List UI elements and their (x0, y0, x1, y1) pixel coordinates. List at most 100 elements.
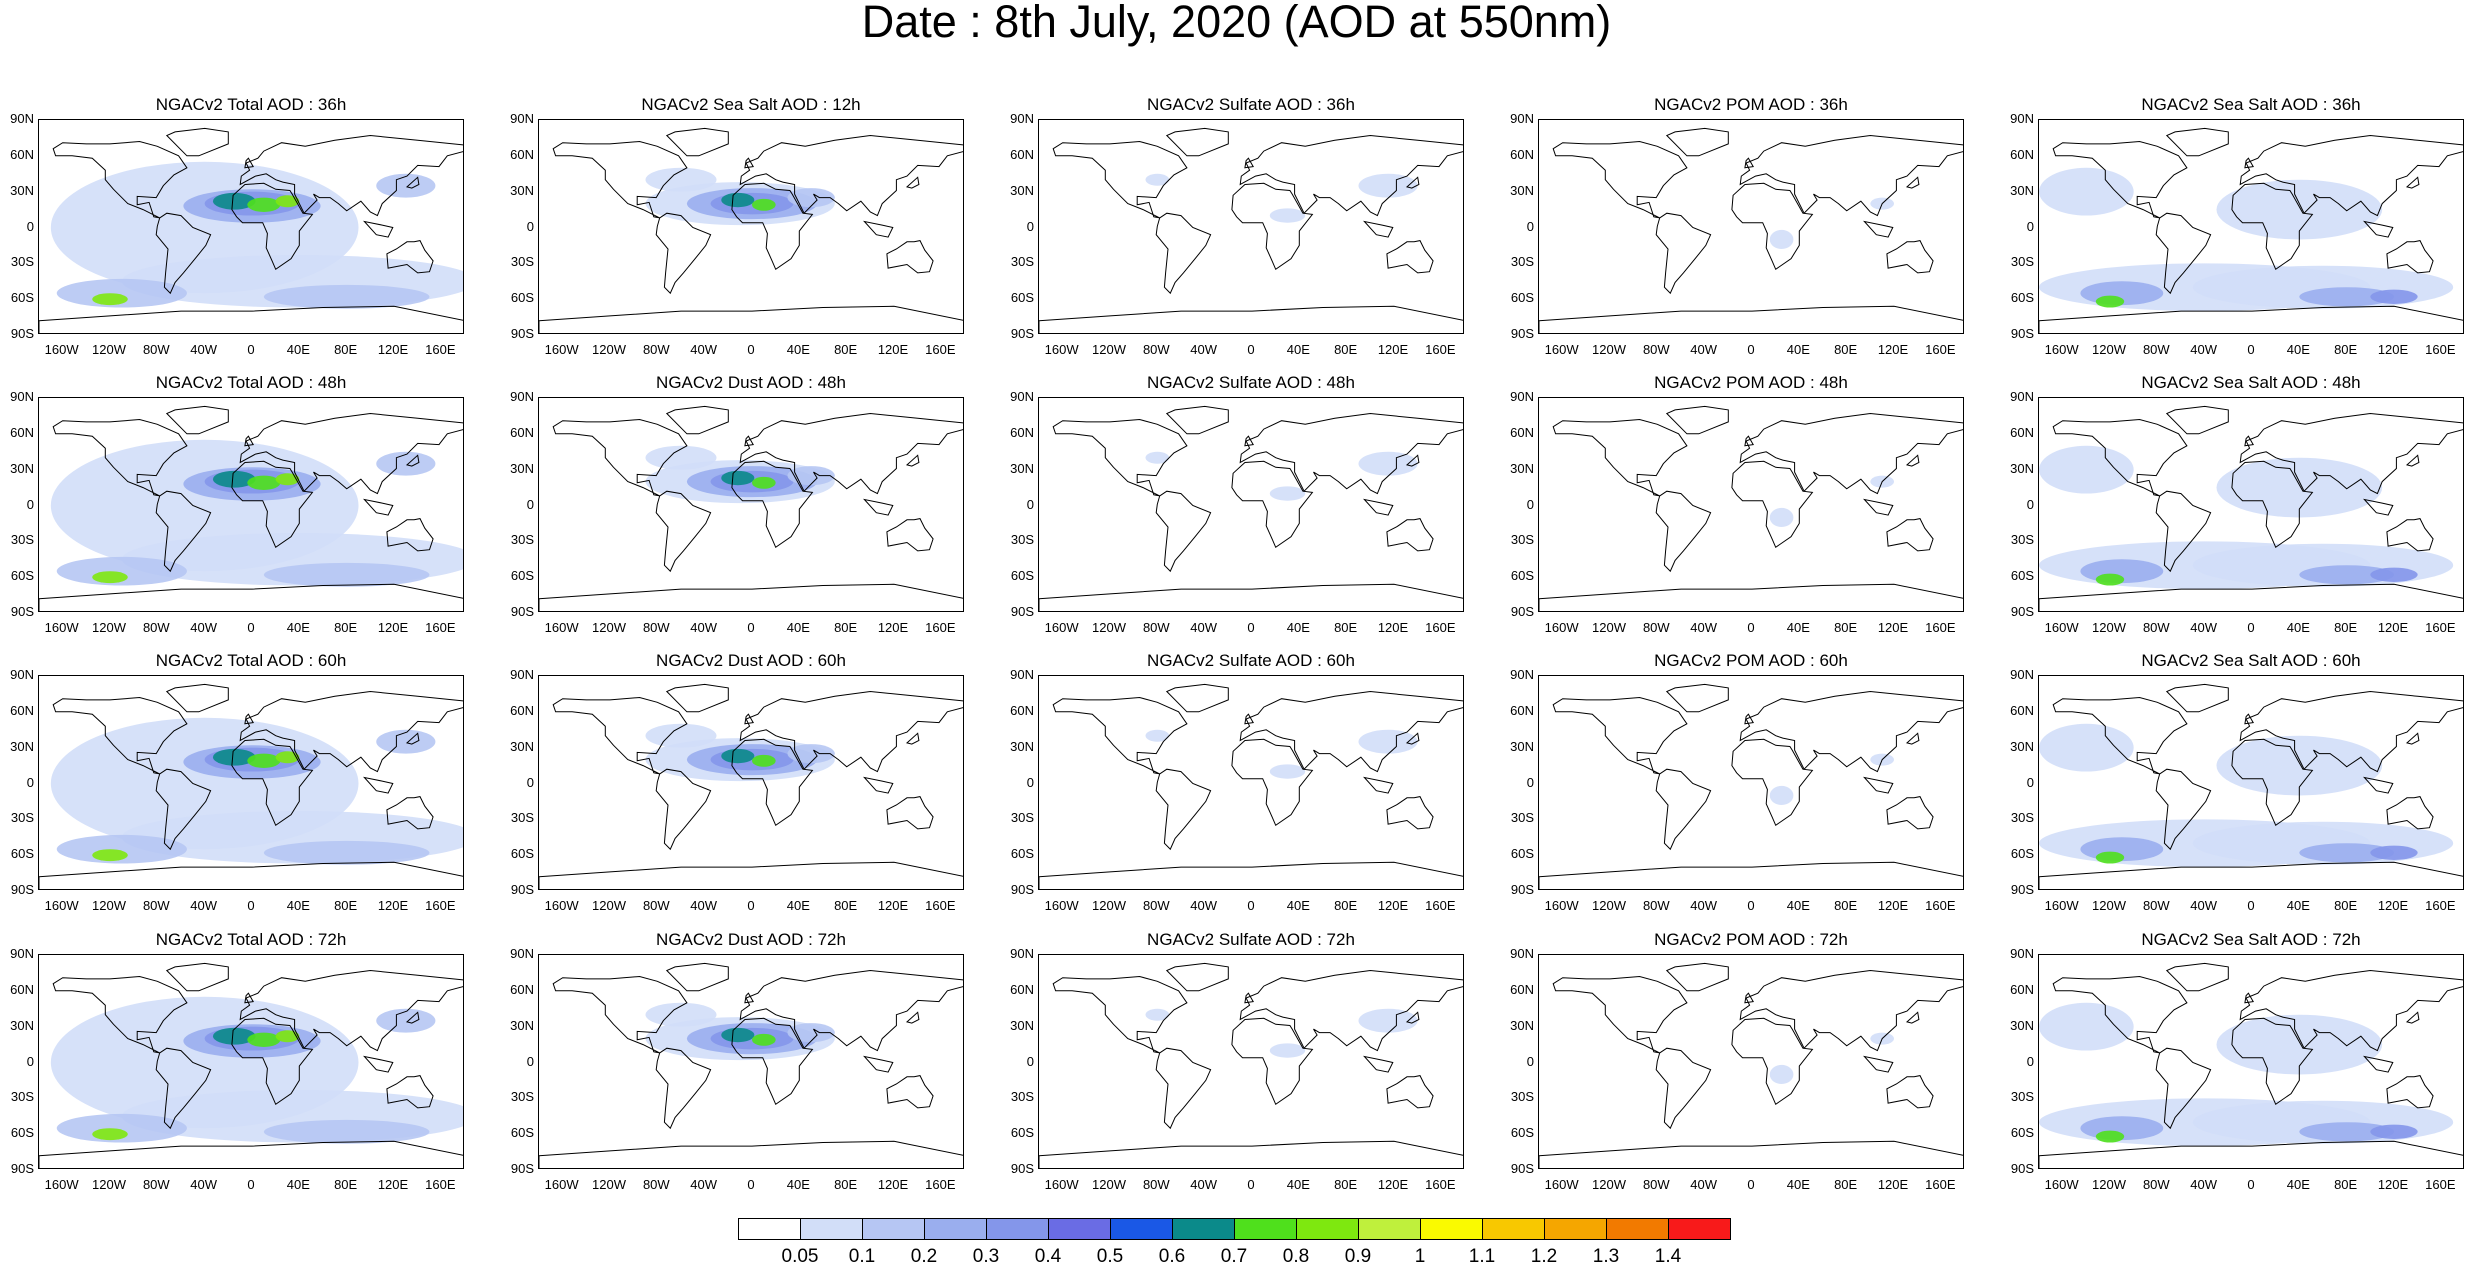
coastline (2386, 518, 2434, 552)
lon-tick-label: 80W (1142, 342, 1170, 357)
lon-tick-label: 80W (2142, 898, 2170, 913)
coastline (2363, 498, 2394, 516)
lat-tick-label: 0 (1026, 496, 1034, 512)
lon-tick-label: 160W (2044, 620, 2079, 635)
coastline (1386, 796, 1434, 830)
coastline (863, 776, 894, 794)
lat-tick-label: 30S (510, 532, 534, 548)
map-panel (1038, 954, 1464, 1169)
lon-tick-label: 40W (2190, 1177, 2218, 1192)
coastline (2039, 861, 2463, 889)
lat-tick-label: 90S (1510, 1161, 1534, 1176)
coastline (655, 490, 712, 573)
lon-tick-label: 160W (544, 342, 579, 357)
coastline (2363, 220, 2394, 238)
aerosol-plume (2370, 1124, 2418, 1139)
lon-tick-label: 40E (1286, 342, 1310, 357)
lon-tick-label: 160W (1044, 1177, 1079, 1192)
lat-tick-label: 30S (2010, 1089, 2034, 1105)
coastline (2165, 683, 2229, 713)
coastline (155, 1047, 212, 1130)
coastline (1386, 240, 1434, 274)
colorbar-label: 1.2 (1530, 1246, 1558, 1267)
map-panel (38, 397, 464, 612)
coastline (665, 405, 729, 435)
world-map (1039, 683, 1463, 889)
coastline (1886, 240, 1934, 274)
lat-tick-label: 90N (1510, 389, 1534, 404)
lon-tick-label: 40W (2190, 620, 2218, 635)
coastline (739, 969, 963, 1052)
lon-tick-label: 80E (834, 342, 858, 357)
aerosol-plume (2299, 287, 2394, 307)
lat-tick-label: 90S (510, 326, 534, 341)
world-map (1039, 962, 1463, 1168)
aerosol-plume (2039, 723, 2134, 772)
lat-tick-label: 90S (2010, 326, 2034, 341)
page-title: Date : 8th July, 2020 (AOD at 550nm) (861, 0, 1612, 47)
lat-tick-label: 30N (1510, 738, 1534, 754)
lon-tick-label: 160E (1425, 620, 1456, 635)
lon-tick-label: 120E (377, 1177, 409, 1192)
coastline (39, 1140, 463, 1168)
lat-tick-label: 60S (10, 846, 34, 862)
lon-tick-label: 80W (642, 620, 670, 635)
aerosol-plume (1769, 785, 1794, 805)
coastline (1363, 220, 1394, 238)
lat-tick-label: 90S (510, 1161, 534, 1176)
lon-tick-label: 0 (747, 1177, 755, 1192)
lat-tick-label: 60N (1510, 146, 1534, 162)
map-panel (538, 675, 964, 890)
panel-title: NGACv2 Sulfate AOD : 72h (1147, 930, 1355, 949)
coastline (1231, 738, 1314, 827)
lon-tick-label: 160E (1925, 620, 1956, 635)
lat-tick-label: 30N (510, 738, 534, 754)
coastline (1405, 454, 1420, 467)
lon-tick-label: 40W (1190, 1177, 1218, 1192)
coastline (1039, 305, 1463, 333)
lon-tick-label: 120W (92, 342, 126, 357)
lon-tick-label: 80E (1834, 898, 1858, 913)
lon-tick-label: 120E (877, 898, 909, 913)
lon-tick-label: 120E (377, 620, 409, 635)
coastline (1244, 992, 1254, 1004)
coastline (655, 212, 712, 295)
lon-tick-label: 80W (2142, 620, 2170, 635)
aerosol-plume (1358, 451, 1418, 476)
aerosol-plume (1358, 1008, 1418, 1033)
lat-tick-label: 30S (1010, 1089, 1034, 1105)
lat-tick-label: 30N (1510, 182, 1534, 198)
coastline (231, 182, 314, 271)
coastline (655, 768, 712, 851)
coastline (739, 134, 963, 217)
coastline (239, 969, 463, 1052)
colorbar-swatch (1358, 1218, 1421, 1240)
coastline (1363, 1055, 1394, 1073)
lon-tick-label: 40E (1786, 1177, 1810, 1192)
lon-tick-label: 80E (1334, 620, 1358, 635)
lat-tick-label: 30S (1010, 532, 1034, 548)
coastline (386, 1075, 434, 1109)
lon-tick-label: 40E (1286, 898, 1310, 913)
lat-tick-label: 90N (510, 389, 534, 404)
coastline (2165, 127, 2229, 157)
lat-tick-label: 90S (10, 1161, 34, 1176)
lon-tick-label: 80E (1334, 1177, 1358, 1192)
lon-tick-label: 80E (334, 342, 358, 357)
panel-title: NGACv2 Sea Salt AOD : 60h (2141, 651, 2361, 670)
coastline (2405, 732, 2420, 745)
lat-tick-label: 30S (510, 1089, 534, 1105)
coastline (1744, 992, 1754, 1004)
map-panel (38, 119, 464, 334)
coastline (1039, 861, 1463, 889)
lat-tick-label: 30N (10, 1017, 34, 1033)
world-map (39, 683, 463, 889)
coastline (1552, 140, 1688, 219)
coastline (731, 182, 814, 271)
map-panel (1538, 397, 1964, 612)
lon-tick-label: 120W (92, 1177, 126, 1192)
lat-tick-label: 60N (510, 424, 534, 440)
aerosol-plume (752, 754, 776, 767)
coastline (2231, 460, 2314, 549)
lon-tick-label: 40E (786, 342, 810, 357)
